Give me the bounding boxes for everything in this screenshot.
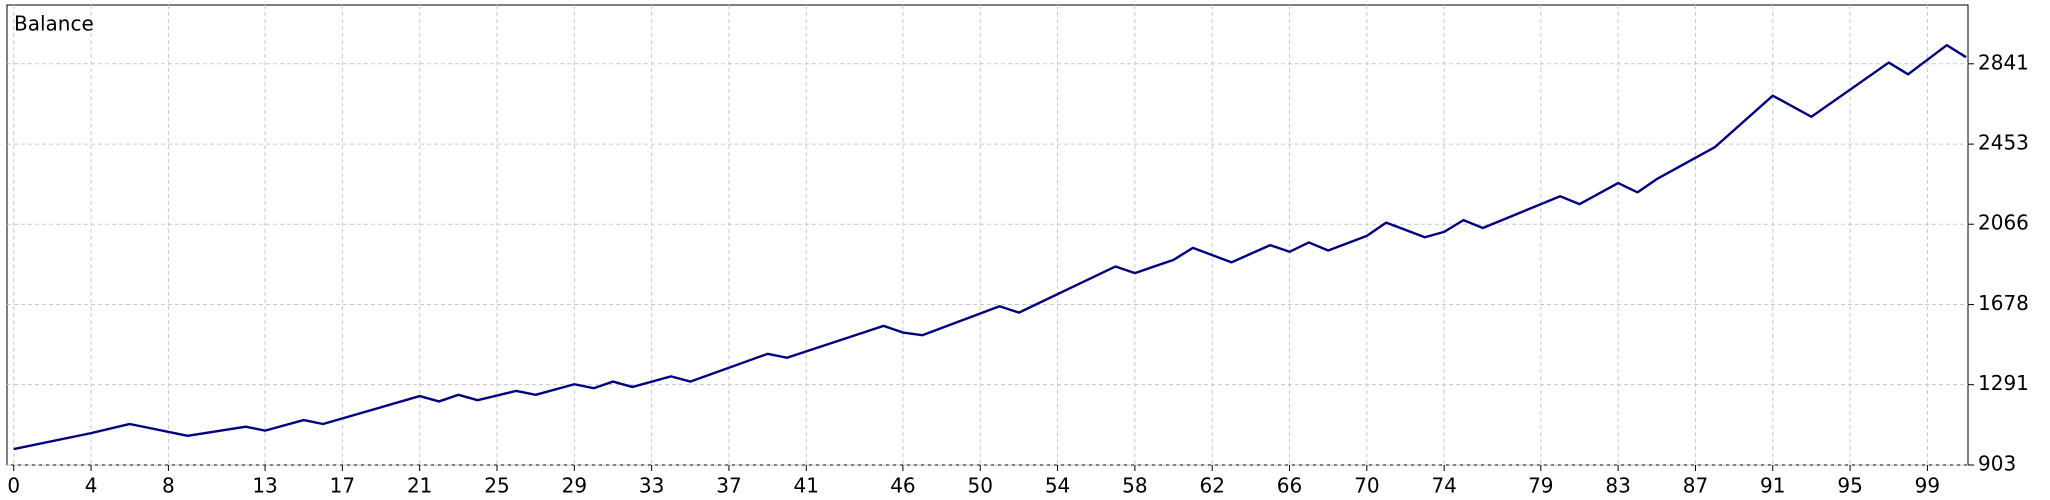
x-tick-label: 62 bbox=[1199, 474, 1224, 498]
x-tick-label: 54 bbox=[1045, 474, 1070, 498]
x-tick-label: 74 bbox=[1431, 474, 1456, 498]
y-tick-label: 2453 bbox=[1978, 131, 2029, 155]
y-tick-label: 1291 bbox=[1978, 371, 2029, 395]
x-tick-label: 0 bbox=[7, 474, 20, 498]
x-tick-label: 21 bbox=[407, 474, 432, 498]
x-tick-label: 13 bbox=[252, 474, 277, 498]
x-tick-label: 50 bbox=[968, 474, 993, 498]
x-tick-label: 83 bbox=[1605, 474, 1630, 498]
line-series bbox=[13, 43, 1967, 451]
y-tick-label: 903 bbox=[1978, 452, 2016, 476]
x-tick-label: 99 bbox=[1915, 474, 1940, 498]
x-tick-label: 70 bbox=[1354, 474, 1379, 498]
y-tick-label: 2066 bbox=[1978, 211, 2029, 235]
x-tick-label: 46 bbox=[890, 474, 915, 498]
x-tick-label: 29 bbox=[562, 474, 587, 498]
x-tick-label: 95 bbox=[1837, 474, 1862, 498]
y-tick-label: 1678 bbox=[1978, 291, 2029, 315]
x-tick-label: 91 bbox=[1760, 474, 1785, 498]
x-tick-label: 79 bbox=[1528, 474, 1553, 498]
x-tick-label: 41 bbox=[794, 474, 819, 498]
x-tick-label: 66 bbox=[1277, 474, 1302, 498]
x-tick-label: 37 bbox=[716, 474, 741, 498]
x-tick-label: 58 bbox=[1122, 474, 1147, 498]
x-tick-label: 25 bbox=[484, 474, 509, 498]
x-tick-label: 17 bbox=[330, 474, 355, 498]
x-tick-label: 8 bbox=[162, 474, 175, 498]
x-tick-label: 33 bbox=[639, 474, 664, 498]
y-tick-label: 2841 bbox=[1978, 50, 2029, 74]
x-tick-label: 4 bbox=[85, 474, 98, 498]
x-tick-label: 87 bbox=[1683, 474, 1708, 498]
plot-area bbox=[6, 4, 1969, 466]
series-label: Balance bbox=[14, 12, 94, 36]
